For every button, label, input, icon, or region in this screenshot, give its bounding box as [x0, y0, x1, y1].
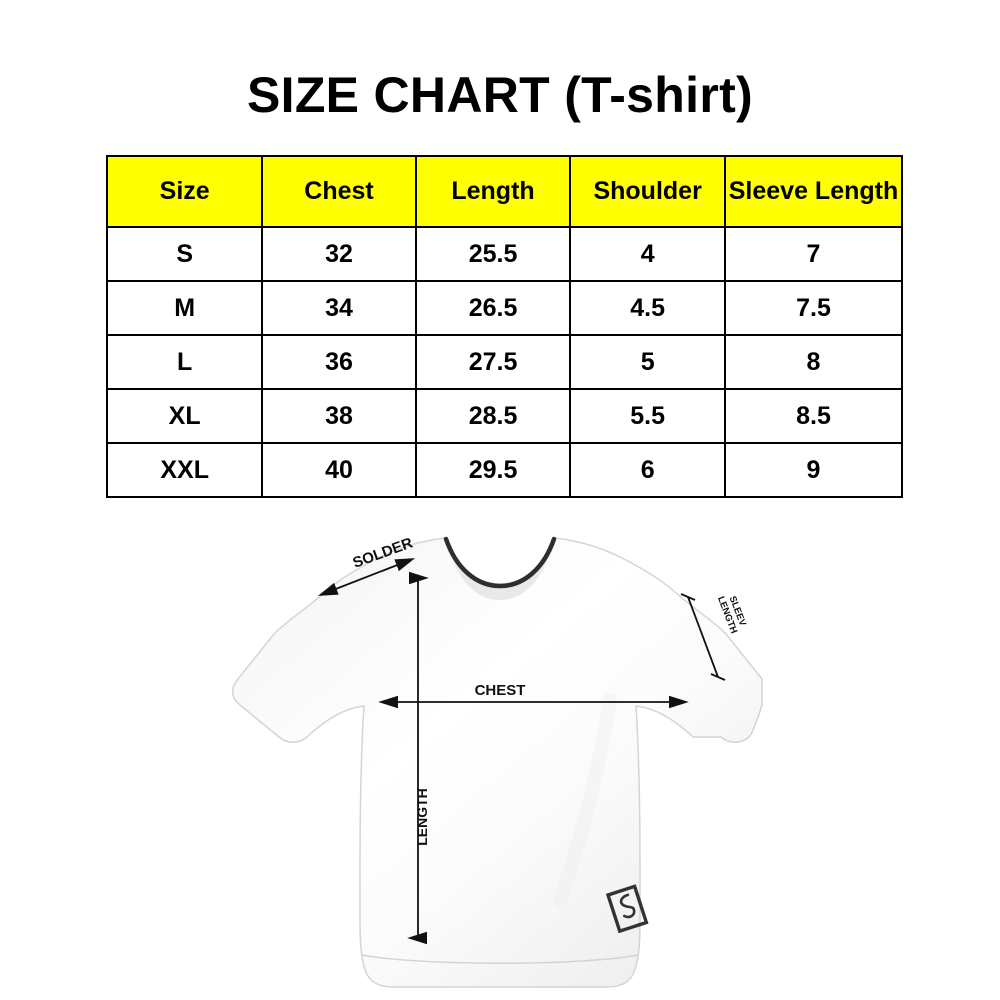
svg-text:CHEST: CHEST — [475, 682, 526, 699]
svg-text:LENGTH: LENGTH — [414, 788, 430, 846]
